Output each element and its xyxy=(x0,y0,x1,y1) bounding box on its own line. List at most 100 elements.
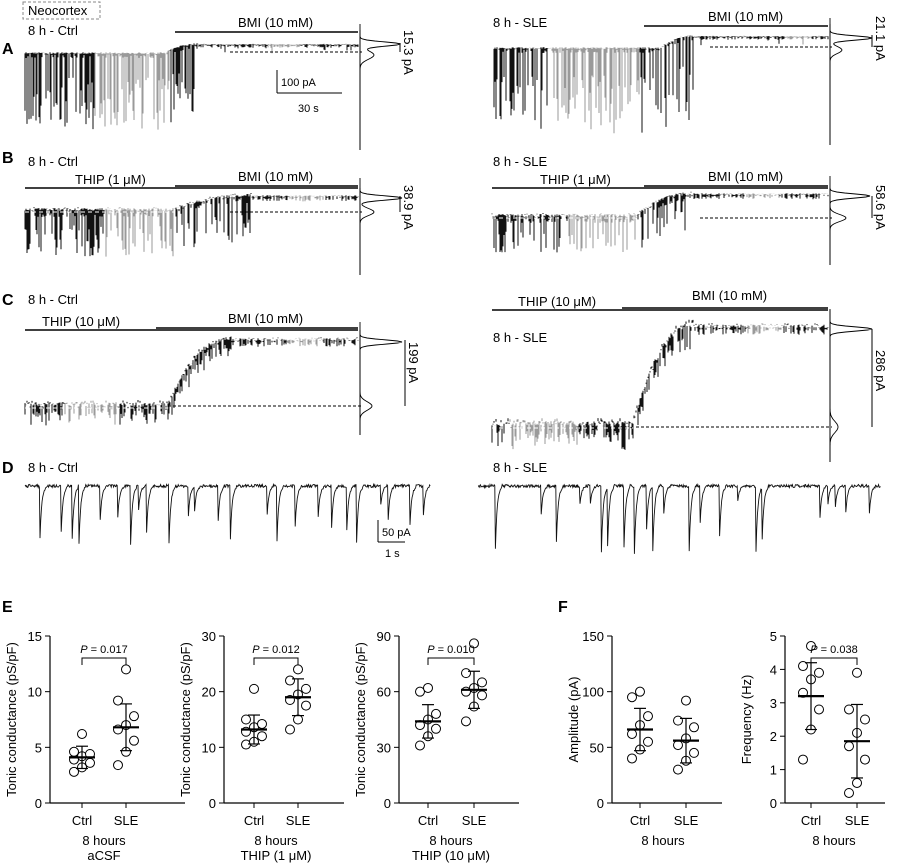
data-point xyxy=(121,664,131,675)
data-point xyxy=(477,677,487,688)
panel-label-b: B xyxy=(2,150,14,167)
a-right-trace xyxy=(493,35,829,134)
c-left-histogram xyxy=(359,322,403,428)
data-point xyxy=(814,667,824,678)
panel-label-e: E xyxy=(2,599,13,616)
d-left-trace xyxy=(24,482,431,545)
x-tick-label: SLE xyxy=(114,813,139,828)
y-tick-label: 15 xyxy=(28,629,42,644)
a-left-shift-label: 15.3 pA xyxy=(401,30,416,75)
a-right-histogram xyxy=(829,18,873,72)
a-right-condition: 8 h - SLE xyxy=(493,15,548,30)
y-axis-label: Tonic conductance (pS/pF) xyxy=(353,642,368,797)
b-left-bmi-label: BMI (10 mM) xyxy=(238,169,313,184)
data-point xyxy=(85,757,95,768)
x-axis-label: 8 hours xyxy=(641,833,685,848)
y-tick-label: 90 xyxy=(377,629,391,644)
x-tick-label: SLE xyxy=(462,813,487,828)
data-point xyxy=(469,638,479,649)
b-left-trace xyxy=(24,193,359,257)
y-tick-label: 0 xyxy=(770,796,777,811)
data-point xyxy=(69,746,79,757)
x-tick-label: Ctrl xyxy=(72,813,92,828)
data-point xyxy=(681,695,691,706)
c-left-shift-label: 199 pA xyxy=(406,342,421,384)
data-point xyxy=(814,704,824,715)
significance-bracket xyxy=(810,657,858,665)
panel-label-f: F xyxy=(558,599,568,616)
c-right-bmi-label: BMI (10 mM) xyxy=(692,288,767,303)
data-point xyxy=(257,731,267,742)
b-left-condition: 8 h - Ctrl xyxy=(28,154,78,169)
y-tick-label: 0 xyxy=(384,796,391,811)
data-point xyxy=(673,740,683,751)
c-left-condition: 8 h - Ctrl xyxy=(28,292,78,307)
data-point xyxy=(129,711,139,722)
data-point xyxy=(643,711,653,722)
data-point xyxy=(285,675,295,686)
a-left-bmi-label: BMI (10 mM) xyxy=(238,15,313,30)
x-tick-label: SLE xyxy=(845,813,870,828)
data-point xyxy=(689,722,699,733)
data-point xyxy=(627,728,637,739)
data-point xyxy=(844,704,854,715)
data-point xyxy=(643,736,653,747)
x-axis-label: 8 hours xyxy=(254,833,298,848)
b-right-shift-label: 58.6 pA xyxy=(873,185,888,230)
data-point xyxy=(461,716,471,727)
y-tick-label: 3 xyxy=(770,696,777,711)
data-point xyxy=(673,764,683,775)
data-point xyxy=(415,686,425,697)
d-left-condition: 8 h - Ctrl xyxy=(28,460,78,475)
p-value-label: P = 0.010 xyxy=(427,644,474,656)
x-axis-label: 8 hours xyxy=(429,833,473,848)
y-tick-label: 0 xyxy=(597,796,604,811)
y-tick-label: 5 xyxy=(35,740,42,755)
c-right-shift-label: 286 pA xyxy=(873,350,888,392)
b-right-condition: 8 h - SLE xyxy=(493,154,548,169)
x-axis-label: THIP (1 μM) xyxy=(241,848,312,863)
data-point xyxy=(860,754,870,765)
significance-bracket xyxy=(81,657,127,665)
c-right-thip-label: THIP (10 μM) xyxy=(518,294,596,309)
data-point xyxy=(423,682,433,693)
data-point xyxy=(673,715,683,726)
data-point xyxy=(113,695,123,706)
panel-label-c: C xyxy=(2,292,14,309)
data-point xyxy=(69,766,79,777)
data-point xyxy=(860,714,870,725)
data-point xyxy=(635,686,645,697)
a-right-shift-label: 21.1 pA xyxy=(873,16,888,61)
y-axis-label: Frequency (Hz) xyxy=(739,675,754,765)
y-tick-label: 30 xyxy=(202,629,216,644)
y-tick-label: 20 xyxy=(202,685,216,700)
y-axis-label: Amplitude (pA) xyxy=(566,677,581,763)
data-point xyxy=(844,787,854,798)
data-point xyxy=(431,723,441,734)
data-point xyxy=(293,714,303,725)
panel-label-d: D xyxy=(2,460,14,477)
c-right-trace xyxy=(491,319,829,450)
b-left-histogram xyxy=(359,178,403,234)
b-left-shift-label: 38.9 pA xyxy=(401,185,416,230)
c-right-condition: 8 h - SLE xyxy=(493,330,548,345)
p-value-label: P = 0.012 xyxy=(252,644,299,656)
y-tick-label: 2 xyxy=(770,729,777,744)
a-scale-y-label: 100 pA xyxy=(281,77,317,89)
b-right-trace xyxy=(491,191,829,253)
data-point xyxy=(627,753,637,764)
d-scale-y-label: 50 pA xyxy=(382,527,411,539)
data-point xyxy=(461,668,471,679)
data-point xyxy=(293,664,303,675)
data-point xyxy=(415,740,425,751)
a-scale-x-label: 30 s xyxy=(298,103,319,115)
y-tick-label: 30 xyxy=(377,740,391,755)
c-left-thip-label: THIP (10 μM) xyxy=(42,314,120,329)
data-point xyxy=(285,724,295,735)
a-left-trace xyxy=(24,43,359,130)
y-tick-label: 100 xyxy=(582,685,604,700)
a-left-condition: 8 h - Ctrl xyxy=(28,23,78,38)
significance-bracket xyxy=(253,657,299,665)
data-point xyxy=(627,692,637,703)
scatter-plot-2: 0 10 20 30 Tonic conductance (pS/pF) Ctrl SLE 8… xyxy=(178,629,344,863)
